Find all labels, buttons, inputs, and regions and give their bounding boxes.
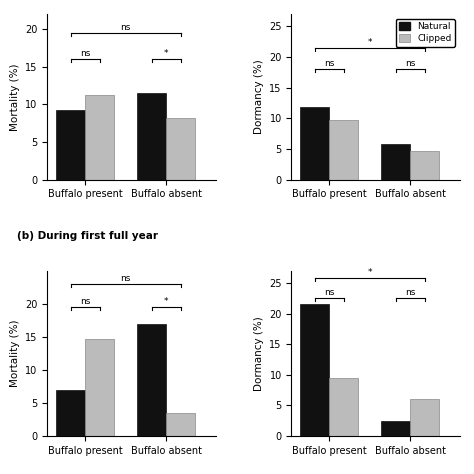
Text: ns: ns <box>405 59 416 68</box>
Bar <box>85 95 114 180</box>
Text: *: * <box>367 37 372 46</box>
Text: ns: ns <box>324 59 335 68</box>
Bar <box>301 107 329 180</box>
Text: (b) During first full year: (b) During first full year <box>17 231 158 241</box>
Bar <box>137 324 166 436</box>
Bar <box>166 413 195 436</box>
Bar <box>329 120 358 180</box>
Bar <box>329 378 358 436</box>
Text: ns: ns <box>120 273 131 283</box>
Bar <box>410 151 439 180</box>
Text: ns: ns <box>405 288 416 297</box>
Y-axis label: Mortality (%): Mortality (%) <box>10 63 20 131</box>
Bar <box>56 110 85 180</box>
Bar <box>382 421 410 436</box>
Text: ns: ns <box>120 23 131 32</box>
Y-axis label: Mortality (%): Mortality (%) <box>10 319 20 387</box>
Legend: Natural, Clipped: Natural, Clipped <box>396 19 455 46</box>
Y-axis label: Dormancy (%): Dormancy (%) <box>254 60 264 134</box>
Text: ns: ns <box>324 288 335 297</box>
Bar <box>137 93 166 180</box>
Text: *: * <box>367 268 372 277</box>
Y-axis label: Dormancy (%): Dormancy (%) <box>254 316 264 391</box>
Bar <box>410 399 439 436</box>
Text: ns: ns <box>80 297 91 306</box>
Bar <box>56 390 85 436</box>
Bar <box>301 304 329 436</box>
Bar <box>382 144 410 180</box>
Text: ns: ns <box>80 49 91 58</box>
Text: *: * <box>164 49 168 58</box>
Bar <box>85 339 114 436</box>
Bar <box>166 118 195 180</box>
Text: *: * <box>164 297 168 306</box>
